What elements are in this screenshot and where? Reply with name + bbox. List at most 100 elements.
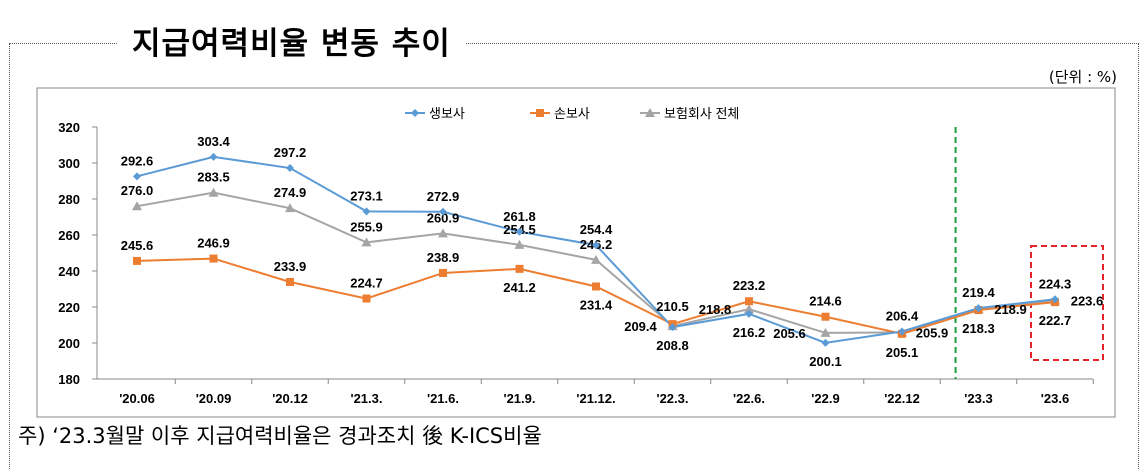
data-point (514, 239, 525, 249)
data-point (361, 237, 372, 247)
data-point (821, 338, 830, 347)
data-point (745, 309, 753, 318)
data-label: 218.9 (994, 302, 1027, 317)
data-label: 246.9 (197, 236, 230, 251)
unit-label: (단위 : %) (1048, 68, 1117, 86)
x-tick-label: '23.6 (1041, 391, 1069, 406)
data-label: 292.6 (121, 153, 154, 168)
data-point (209, 254, 218, 263)
data-label: 254.4 (580, 222, 613, 237)
data-label: 205.6 (773, 326, 806, 341)
data-label: 276.0 (121, 183, 154, 198)
x-tick-label: '22.6. (733, 391, 765, 406)
legend-marker (411, 109, 419, 117)
legend-label: 생보사 (429, 106, 465, 121)
data-point (285, 203, 295, 213)
data-label: 274.9 (274, 185, 307, 200)
data-label: 210.5 (656, 299, 689, 314)
data-point (209, 152, 218, 161)
data-label: 272.9 (427, 189, 460, 204)
data-label: 224.3 (1039, 276, 1072, 291)
data-point (592, 241, 600, 250)
data-label: 205.9 (916, 325, 949, 340)
data-label: 205.1 (886, 345, 919, 360)
data-point (362, 294, 371, 303)
data-point (591, 254, 601, 264)
data-point (820, 327, 831, 337)
x-tick-label: '21.3. (350, 391, 382, 406)
data-point (898, 327, 906, 336)
data-label: 223.2 (733, 278, 766, 293)
y-tick-label: 180 (58, 372, 80, 387)
data-point (439, 268, 447, 277)
data-label: 241.2 (503, 280, 536, 295)
y-tick-label: 280 (58, 192, 80, 207)
data-label: 219.4 (962, 285, 995, 300)
data-point (744, 304, 754, 314)
data-label: 200.1 (809, 354, 842, 369)
data-label: 209.4 (624, 319, 657, 334)
data-point (362, 207, 371, 216)
data-label: 231.4 (580, 297, 613, 312)
data-label: 216.2 (733, 325, 766, 340)
data-label: 238.9 (427, 250, 460, 265)
data-point (515, 264, 524, 273)
data-label: 261.8 (503, 209, 536, 224)
data-label: 218.8 (699, 302, 732, 317)
data-label: 223.6 (1071, 294, 1104, 309)
data-point (1051, 295, 1059, 304)
y-tick-label: 200 (58, 336, 80, 351)
figure-border (9, 43, 1139, 470)
data-label: 222.7 (1039, 313, 1072, 328)
data-label: 218.3 (962, 321, 995, 336)
y-tick-label: 320 (58, 120, 80, 135)
data-label: 260.9 (427, 210, 460, 225)
data-label: 273.1 (350, 188, 383, 203)
data-point (286, 164, 294, 173)
plot-frame (36, 87, 1116, 418)
x-tick-label: '22.12 (884, 391, 920, 406)
data-point (821, 312, 830, 321)
x-tick-label: '20.12 (272, 391, 308, 406)
x-tick-label: '21.12. (576, 391, 615, 406)
data-point (439, 207, 447, 216)
data-label: 224.7 (350, 276, 383, 291)
data-point (133, 172, 141, 181)
data-point (515, 227, 524, 236)
data-label: 214.6 (809, 294, 842, 309)
legend-marker (645, 108, 655, 117)
y-tick-label: 300 (58, 156, 80, 171)
y-tick-label: 240 (58, 264, 80, 279)
data-label: 233.9 (274, 259, 307, 274)
legend-label: 보험회사 전체 (664, 106, 739, 121)
y-tick-label: 260 (58, 228, 80, 243)
data-label: 208.8 (656, 338, 689, 353)
x-tick-label: '21.6. (427, 391, 459, 406)
data-label: 255.9 (350, 219, 383, 234)
data-label: 245.6 (121, 238, 154, 253)
legend-label: 손보사 (554, 106, 590, 121)
footnote: 주) ‘23.3월말 이후 지급여력비율은 경과조치 後 K-ICS비율 (18, 424, 542, 448)
data-point (745, 297, 753, 306)
data-point (668, 323, 677, 332)
x-tick-label: '20.09 (196, 391, 232, 406)
data-label: 297.2 (274, 145, 307, 160)
page-title: 지급여력비율 변동 추이 (118, 18, 465, 63)
data-point (133, 256, 141, 265)
data-label: 283.5 (197, 170, 230, 185)
data-point (132, 201, 142, 211)
x-tick-label: '22.9 (811, 391, 839, 406)
x-tick-label: '20.06 (119, 391, 155, 406)
data-point (286, 277, 294, 286)
data-point (592, 282, 600, 291)
legend-marker (536, 109, 544, 117)
data-label: 303.4 (197, 134, 230, 149)
x-tick-label: '23.3 (964, 391, 992, 406)
data-label: 206.4 (886, 308, 919, 323)
x-tick-label: '22.3. (656, 391, 688, 406)
data-point (974, 304, 983, 313)
data-point (208, 187, 219, 197)
y-tick-label: 220 (58, 300, 80, 315)
